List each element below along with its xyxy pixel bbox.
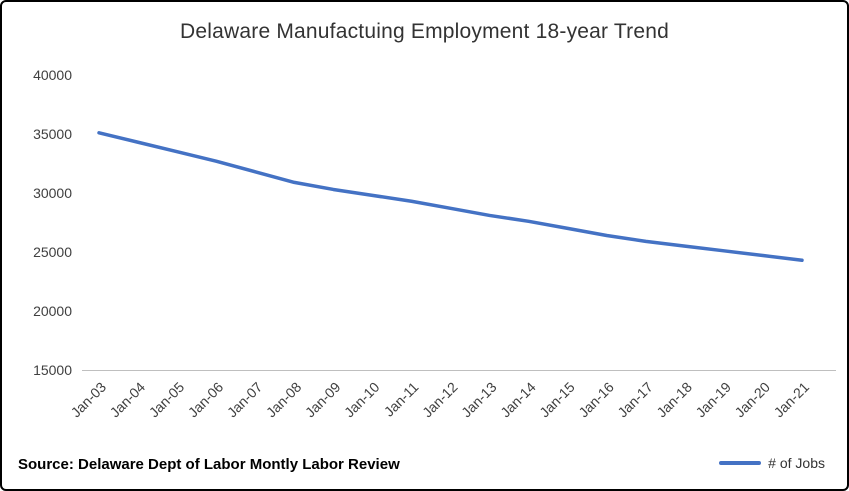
x-tick-label: Jan-13 bbox=[458, 379, 500, 421]
x-tick-label: Jan-21 bbox=[771, 379, 813, 421]
y-tick-label: 25000 bbox=[33, 244, 72, 260]
source-note: Source: Delaware Dept of Labor Montly La… bbox=[18, 456, 400, 473]
x-tick-label: Jan-17 bbox=[614, 379, 656, 421]
legend-label: # of Jobs bbox=[768, 455, 825, 471]
x-tick-label: Jan-16 bbox=[575, 379, 617, 421]
legend-line-swatch bbox=[719, 461, 762, 465]
x-tick-label: Jan-08 bbox=[263, 379, 305, 421]
y-tick-label: 40000 bbox=[33, 67, 72, 83]
x-tick-label: Jan-19 bbox=[692, 379, 734, 421]
x-tick-label: Jan-11 bbox=[381, 379, 422, 420]
x-tick-label: Jan-15 bbox=[536, 379, 578, 421]
y-tick-label: 35000 bbox=[33, 126, 72, 142]
x-tick-label: Jan-03 bbox=[68, 379, 110, 421]
x-tick-label: Jan-09 bbox=[302, 379, 344, 421]
x-tick-label: Jan-10 bbox=[341, 379, 383, 421]
x-tick-label: Jan-18 bbox=[653, 379, 695, 421]
x-tick-label: Jan-14 bbox=[497, 379, 539, 421]
x-tick-label: Jan-12 bbox=[419, 379, 461, 421]
y-tick-label: 30000 bbox=[33, 185, 72, 201]
x-tick-label: Jan-05 bbox=[146, 379, 188, 421]
x-tick-label: Jan-07 bbox=[224, 379, 266, 421]
x-tick-label: Jan-06 bbox=[185, 379, 227, 421]
y-tick-label: 15000 bbox=[33, 362, 72, 378]
trend-line-jobs bbox=[97, 131, 804, 263]
y-tick-label: 20000 bbox=[33, 303, 72, 319]
x-tick-label: Jan-20 bbox=[731, 379, 773, 421]
legend: # of Jobs bbox=[719, 455, 825, 471]
x-tick-label: Jan-04 bbox=[107, 379, 149, 421]
chart-title: Delaware Manufactuing Employment 18-year… bbox=[180, 20, 669, 43]
